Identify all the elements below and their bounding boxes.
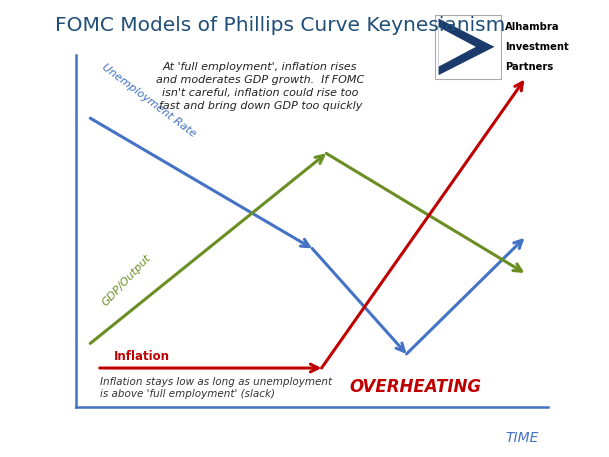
Polygon shape — [438, 27, 476, 67]
Text: Investment: Investment — [505, 42, 569, 52]
Text: Inflation: Inflation — [114, 350, 170, 363]
Text: At 'full employment', inflation rises
and moderates GDP growth.  If FOMC
isn't c: At 'full employment', inflation rises an… — [156, 62, 364, 112]
Polygon shape — [438, 19, 495, 75]
Bar — [435, 15, 501, 79]
Text: Unemployment Rate: Unemployment Rate — [100, 62, 197, 139]
Text: TIME: TIME — [505, 431, 539, 446]
Text: FOMC Models of Phillips Curve Keynesianism: FOMC Models of Phillips Curve Keynesiani… — [55, 16, 505, 35]
Text: Partners: Partners — [505, 62, 554, 72]
Text: Alhambra: Alhambra — [505, 22, 560, 32]
Text: GDP/Output: GDP/Output — [100, 253, 152, 308]
Text: OVERHEATING: OVERHEATING — [350, 378, 482, 396]
Text: Inflation stays low as long as unemployment
is above 'full employment' (slack): Inflation stays low as long as unemploym… — [100, 377, 332, 399]
